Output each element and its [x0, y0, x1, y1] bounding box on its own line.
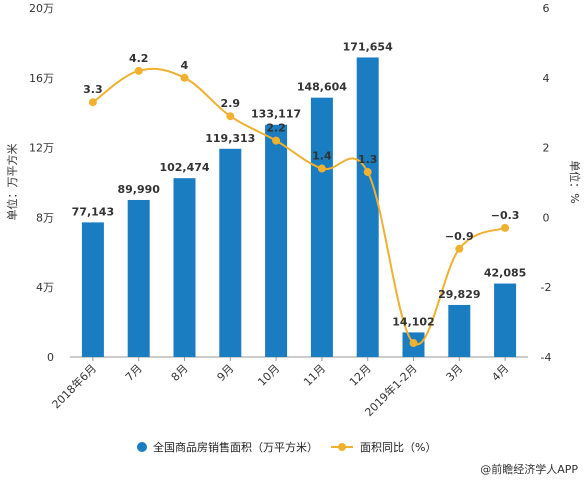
x-tick-label: 8月	[169, 362, 191, 384]
line-value-label: 2.2	[266, 122, 286, 135]
x-tick-label: 9月	[215, 362, 237, 384]
bar-value-label: 77,143	[72, 205, 114, 218]
x-tick-label: 3月	[444, 362, 466, 384]
line-series	[88, 66, 510, 348]
bar-value-label: 102,474	[159, 161, 209, 174]
bar	[219, 148, 242, 357]
bar	[265, 124, 288, 357]
line-point	[317, 164, 326, 173]
x-tick-label: 7月	[123, 362, 145, 384]
line-value-label: 1.3	[358, 153, 378, 166]
x-tick-label: 10月	[255, 362, 282, 389]
y-right-tick-label: 0	[543, 211, 550, 224]
x-tick-label: 11月	[301, 362, 328, 389]
bar	[494, 283, 517, 357]
legend: 全国商品房销售面积（万平方米） 面积同比（%）	[137, 440, 436, 454]
line-value-label: 3.3	[83, 83, 103, 96]
y-left-tick-label: 12万	[29, 142, 54, 155]
line-point	[409, 339, 418, 348]
y-right-tick-label: 2	[543, 142, 550, 155]
line-point	[363, 168, 372, 177]
bar-value-label: 133,117	[251, 108, 301, 121]
bar-value-label: 119,313	[205, 132, 255, 145]
y-left-tick-label: 8万	[36, 211, 54, 224]
y-left-tick-label: 20万	[29, 2, 54, 15]
line-value-label: −0.9	[445, 230, 474, 243]
y-right-axis-title-group: 单位：%	[568, 160, 582, 203]
line-point	[226, 112, 235, 121]
bar-value-label: 89,990	[117, 183, 160, 196]
x-tick-label: 4月	[489, 362, 511, 384]
line-point	[501, 223, 510, 232]
bar-value-label: 29,829	[438, 288, 480, 301]
line-point	[455, 244, 464, 253]
x-tick-label: 2018年6月	[49, 361, 99, 411]
source-credit: @前瞻经济学人APP	[480, 462, 578, 476]
legend-bar-label: 全国商品房销售面积（万平方米）	[153, 440, 318, 454]
line-point	[272, 136, 281, 145]
bar-value-label: 171,654	[343, 40, 393, 53]
line-value-label: 2.9	[221, 97, 241, 110]
y-left-tick-label: 0	[47, 351, 54, 364]
y-right-axis-title: 单位：%	[568, 160, 582, 203]
y-right-tick-label: 4	[543, 72, 550, 85]
legend-line-label: 面积同比（%）	[360, 441, 436, 454]
y-right-tick-label: 6	[543, 2, 550, 15]
bar	[173, 178, 196, 357]
y-left-tick-label: 4万	[36, 281, 54, 294]
line-value-label: 4	[181, 59, 189, 72]
y-left-tick-label: 16万	[29, 72, 54, 85]
y-left-axis-title: 单位：万平方米	[5, 144, 19, 221]
legend-bar-swatch	[137, 442, 147, 452]
bar-series	[81, 57, 517, 357]
line-point	[180, 73, 189, 82]
bar-value-label: 42,085	[484, 267, 526, 280]
x-tick-label: 12月	[347, 362, 374, 389]
bar	[127, 199, 150, 357]
bar-value-label: 14,102	[392, 315, 434, 328]
legend-line-marker	[338, 443, 346, 451]
bar	[81, 222, 104, 357]
line-value-label: 4.2	[129, 52, 149, 65]
y-left-axis-title-group: 单位：万平方米	[5, 144, 19, 221]
bar	[310, 97, 333, 357]
y-right-tick-label: -4	[541, 351, 552, 364]
line-value-label: −0.3	[491, 209, 520, 222]
bar-value-label: 148,604	[297, 81, 347, 94]
y-right-tick-label: -2	[541, 281, 552, 294]
line-point	[134, 66, 143, 75]
line-value-label: 1.4	[312, 150, 332, 163]
bar	[448, 304, 471, 357]
line-point	[88, 98, 97, 107]
bar	[356, 57, 379, 357]
